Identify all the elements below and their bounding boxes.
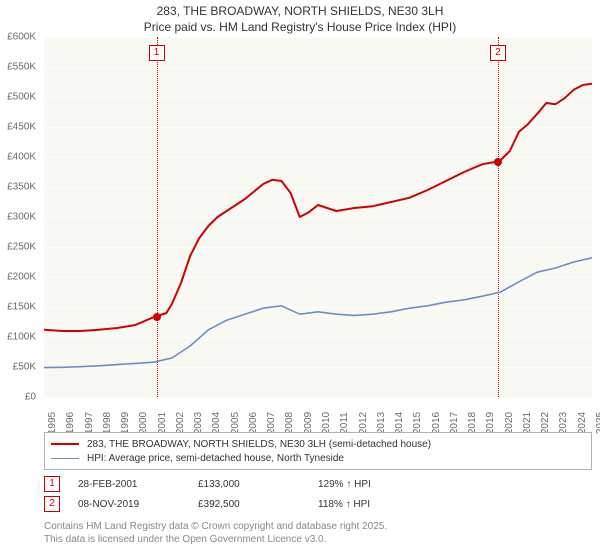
y-tick-label: £150K [7, 302, 36, 313]
x-tick-label: 2016 [431, 412, 442, 434]
y-tick-label: £450K [7, 122, 36, 133]
x-tick-label: 2000 [138, 412, 149, 434]
x-tick-label: 2013 [376, 412, 387, 434]
chart-title-block: 283, THE BROADWAY, NORTH SHIELDS, NE30 3… [0, 0, 600, 37]
chart-area: £0£50K£100K£150K£200K£250K£300K£350K£400… [44, 37, 592, 397]
x-tick-label: 2006 [248, 412, 259, 434]
transaction-dot [494, 158, 502, 166]
legend: 283, THE BROADWAY, NORTH SHIELDS, NE30 3… [44, 432, 592, 470]
y-tick-label: £200K [7, 272, 36, 283]
y-tick-label: £50K [13, 362, 36, 373]
attribution: Contains HM Land Registry data © Crown c… [44, 520, 592, 546]
legend-row: HPI: Average price, semi-detached house,… [51, 451, 585, 465]
x-tick-label: 2014 [394, 412, 405, 434]
legend-swatch [51, 443, 79, 445]
x-tick-label: 1995 [47, 412, 58, 434]
transaction-hpi: 129% ↑ HPI [318, 479, 498, 490]
y-tick-label: £400K [7, 152, 36, 163]
x-tick-label: 2005 [230, 412, 241, 434]
x-tick-label: 2003 [193, 412, 204, 434]
x-tick-label: 2002 [175, 412, 186, 434]
y-tick-label: £350K [7, 182, 36, 193]
transaction-date: 28-FEB-2001 [78, 479, 198, 490]
transaction-row: 2 08-NOV-2019£392,500118% ↑ HPI [44, 494, 592, 514]
transaction-dot [153, 313, 161, 321]
legend-row: 283, THE BROADWAY, NORTH SHIELDS, NE30 3… [51, 437, 585, 451]
x-tick-label: 2004 [211, 412, 222, 434]
y-tick-label: £550K [7, 62, 36, 73]
transaction-hpi: 118% ↑ HPI [318, 499, 498, 510]
y-axis: £0£50K£100K£150K£200K£250K£300K£350K£400… [0, 37, 40, 397]
x-tick-label: 2020 [504, 412, 515, 434]
attribution-line1: Contains HM Land Registry data © Crown c… [44, 520, 592, 533]
x-tick-label: 2007 [266, 412, 277, 434]
x-tick-label: 2015 [412, 412, 423, 434]
y-tick-label: £500K [7, 92, 36, 103]
transaction-table: 1 28-FEB-2001£133,000129% ↑ HPI 2 08-NOV-20… [44, 474, 592, 514]
x-tick-label: 2017 [449, 412, 460, 434]
x-tick-label: 2023 [558, 412, 569, 434]
y-tick-label: £600K [7, 32, 36, 43]
x-tick-label: 2024 [577, 412, 588, 434]
legend-label: HPI: Average price, semi-detached house,… [87, 453, 344, 464]
x-tick-label: 2009 [303, 412, 314, 434]
x-tick-label: 1998 [102, 412, 113, 434]
attribution-line2: This data is licensed under the Open Gov… [44, 533, 592, 546]
x-tick-label: 1999 [120, 412, 131, 434]
y-tick-label: £300K [7, 212, 36, 223]
legend-swatch [51, 458, 79, 459]
legend-label: 283, THE BROADWAY, NORTH SHIELDS, NE30 3… [87, 439, 431, 450]
title-line1: 283, THE BROADWAY, NORTH SHIELDS, NE30 3… [0, 4, 600, 20]
y-tick-label: £100K [7, 332, 36, 343]
y-tick-label: £0 [25, 392, 36, 403]
x-tick-label: 2010 [321, 412, 332, 434]
x-tick-label: 2025 [595, 412, 600, 434]
transaction-date: 08-NOV-2019 [78, 499, 198, 510]
x-tick-label: 2012 [358, 412, 369, 434]
y-tick-label: £250K [7, 242, 36, 253]
x-tick-label: 1997 [84, 412, 95, 434]
x-tick-label: 2011 [339, 412, 350, 434]
x-axis: 1995199619971998199920002001200220032004… [44, 397, 592, 427]
x-tick-label: 2008 [284, 412, 295, 434]
transaction-row-marker: 1 [44, 476, 60, 492]
transaction-row-marker: 2 [44, 496, 60, 512]
x-tick-label: 2018 [467, 412, 478, 434]
transaction-price: £133,000 [198, 479, 318, 490]
x-tick-label: 2001 [157, 412, 168, 434]
series-line-property [44, 84, 592, 331]
chart-lines [44, 37, 592, 397]
transaction-row: 1 28-FEB-2001£133,000129% ↑ HPI [44, 474, 592, 494]
title-line2: Price paid vs. HM Land Registry's House … [0, 20, 600, 36]
series-line-hpi [44, 258, 592, 368]
x-tick-label: 2022 [540, 412, 551, 434]
x-tick-label: 1996 [65, 412, 76, 434]
transaction-price: £392,500 [198, 499, 318, 510]
x-tick-label: 2019 [485, 412, 496, 434]
x-tick-label: 2021 [522, 412, 533, 434]
